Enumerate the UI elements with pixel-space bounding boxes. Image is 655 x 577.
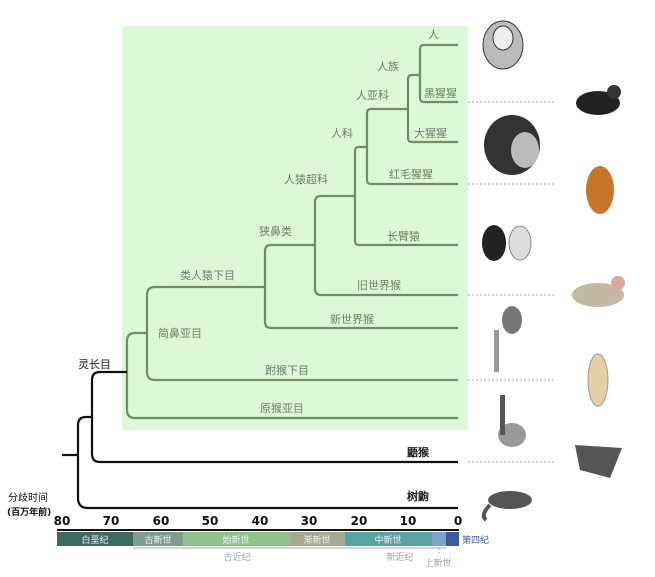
label-oligocene: 渐新世: [303, 534, 330, 546]
label-paleocene: 古新世: [144, 534, 171, 546]
period-cretaceous: [57, 532, 133, 546]
primates-highlight-box: [122, 26, 468, 430]
label-gibbon: 长臂猿: [387, 229, 420, 243]
chimpanzee-illustration: [576, 85, 621, 115]
branch-primates: [125, 331, 458, 420]
label-eocene: 始新世: [222, 534, 249, 546]
dashed-guides: [468, 101, 556, 463]
label-treeshrew: 树鼩: [407, 489, 429, 503]
label-homininae: 人亚科: [356, 88, 389, 102]
label-paleogene: 古近纪: [223, 551, 250, 563]
period-miocene: [345, 532, 432, 546]
period-eocene: [183, 532, 290, 546]
label-hominidae: 人科: [331, 126, 353, 140]
label-strepsirrhini: 原猴亚目: [260, 401, 304, 415]
period-quaternary: [446, 532, 459, 546]
tick-label: 10: [400, 514, 417, 528]
orangutan-illustration: [586, 166, 614, 214]
label-catarrhini: 狭鼻类: [259, 224, 292, 238]
label-hominini: 人族: [377, 59, 399, 73]
label-neogene: 新近纪: [386, 551, 413, 563]
label-new-world-monkey: 新世界猴: [330, 312, 374, 326]
period-paleocene: [133, 532, 183, 546]
label-gorilla: 大猩猩: [414, 126, 447, 140]
label-tarsier: 跗猴下目: [265, 363, 309, 377]
tick-label: 30: [301, 514, 318, 528]
axis-title: 分歧时间: [8, 491, 48, 504]
label-human: 人: [428, 28, 439, 41]
period-pliocene: [432, 532, 446, 546]
label-miocene: 中新世: [374, 534, 401, 546]
label-old-world-monkey: 旧世界猴: [357, 278, 401, 292]
label-chimpanzee: 黑猩猩: [424, 86, 457, 100]
label-primates: 灵长目: [78, 358, 111, 371]
label-hominoidea: 人猿超科: [284, 172, 328, 186]
label-simiiformes: 类人猿下目: [180, 268, 235, 282]
label-pliocene: 上新世: [424, 557, 451, 569]
tick-label: 60: [153, 514, 170, 528]
gorilla-illustration: [484, 115, 540, 175]
marmoset-illustration: [494, 306, 522, 372]
colugo-illustration: [575, 445, 622, 478]
tick-label: 0: [454, 514, 462, 528]
treeshrew-illustration: [481, 491, 532, 522]
human-portrait-illustration: [482, 20, 524, 70]
axis-unit: (百万年前): [7, 506, 51, 518]
tarsier-illustration: [587, 353, 609, 407]
gibbon-illustration: [482, 225, 532, 261]
label-cretaceous: 白垩纪: [81, 534, 108, 546]
axis-ticks: 80 70 60 50 40 30 20 10 0: [54, 514, 463, 528]
lemur-illustration: [498, 395, 526, 447]
label-quaternary: 第四纪: [462, 534, 489, 546]
period-oligocene: [290, 532, 345, 546]
tick-label: 20: [351, 514, 368, 528]
tick-label: 70: [103, 514, 120, 528]
label-colugo: 鼯猴: [407, 445, 430, 459]
geologic-timescale: 白垩纪 古新世 始新世 渐新世 中新世 第四纪 古近纪 新近纪 上新世: [57, 532, 489, 569]
branch-hominini: [418, 43, 458, 104]
tick-label: 50: [202, 514, 219, 528]
tick-label: 40: [252, 514, 269, 528]
branch-euarchonta: [76, 415, 458, 510]
tick-label: 80: [54, 514, 71, 528]
label-haplorhini: 简鼻亚目: [158, 326, 202, 340]
label-orangutan: 红毛猩猩: [389, 167, 433, 181]
macaque-illustration: [572, 276, 625, 307]
